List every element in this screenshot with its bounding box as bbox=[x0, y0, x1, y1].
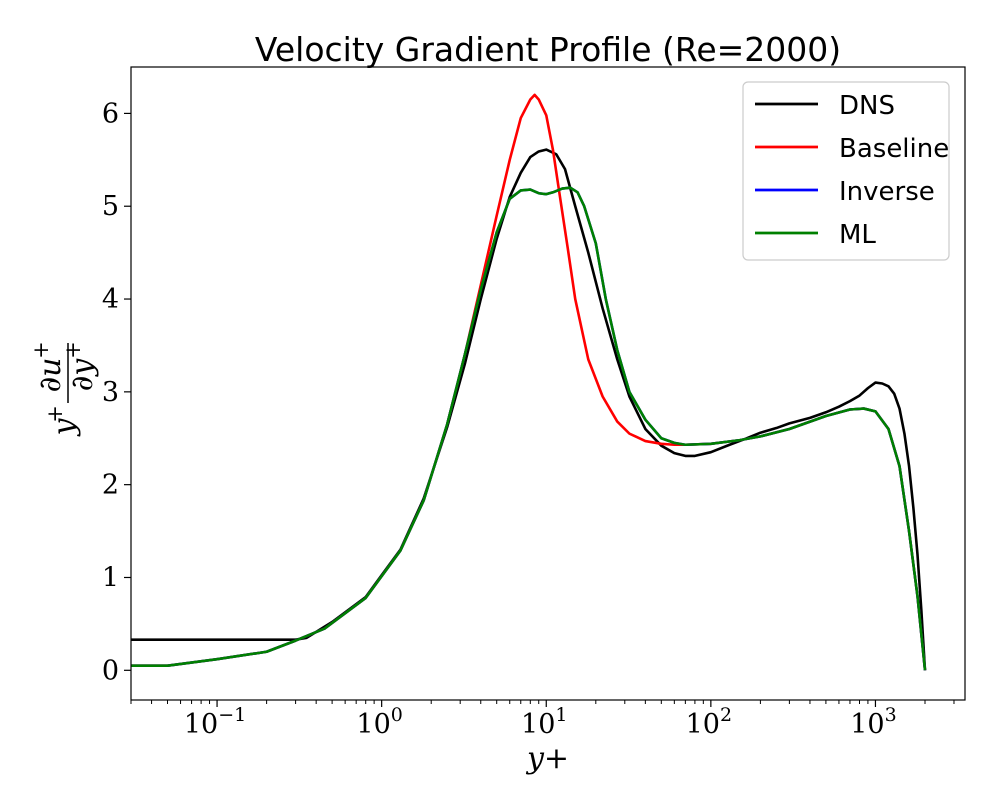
legend-label-ml: ML bbox=[839, 220, 876, 250]
series-layer bbox=[131, 93, 927, 671]
x-tick-label: 102 bbox=[686, 704, 732, 740]
y-axis-label: y + ∂u + ∂y + bbox=[29, 341, 100, 437]
x-tick-label: 101 bbox=[521, 704, 567, 740]
x-tick-label: 103 bbox=[850, 704, 896, 740]
x-tick-label: 10−1 bbox=[184, 704, 246, 740]
y-label-prefix-sup: + bbox=[43, 405, 67, 423]
x-tick-label: 100 bbox=[356, 704, 402, 740]
y-tick-label: 1 bbox=[102, 562, 119, 593]
y-label-numerator: ∂u bbox=[33, 358, 68, 393]
plot-frame bbox=[130, 66, 966, 701]
legend: DNS Baseline Inverse ML bbox=[742, 81, 950, 261]
y-tick-label: 6 bbox=[102, 98, 119, 129]
y-tick-label: 0 bbox=[102, 655, 119, 686]
y-label-prefix: y bbox=[47, 417, 82, 437]
y-label-denominator-sup: + bbox=[61, 341, 85, 359]
legend-label-dns: DNS bbox=[839, 91, 895, 121]
y-tick-label: 5 bbox=[102, 191, 119, 222]
x-axis-label: y+ bbox=[525, 741, 569, 776]
legend-label-baseline: Baseline bbox=[839, 134, 949, 164]
y-tick-label: 2 bbox=[102, 470, 119, 501]
y-tick-label: 3 bbox=[102, 377, 119, 408]
ticks-layer: 10−1 100 101 102 103 0 1 2 3 4 5 6 bbox=[102, 98, 955, 740]
legend-box bbox=[742, 81, 950, 261]
y-tick-label: 4 bbox=[102, 284, 119, 315]
legend-label-inverse: Inverse bbox=[839, 177, 935, 207]
series-line-ml bbox=[131, 186, 927, 671]
legend-entries: DNS Baseline Inverse ML bbox=[755, 91, 949, 250]
y-label-numerator-sup: + bbox=[29, 341, 53, 359]
y-label-denominator: ∂y bbox=[65, 358, 100, 392]
chart-title: Velocity Gradient Profile (Re=2000) bbox=[255, 30, 841, 69]
